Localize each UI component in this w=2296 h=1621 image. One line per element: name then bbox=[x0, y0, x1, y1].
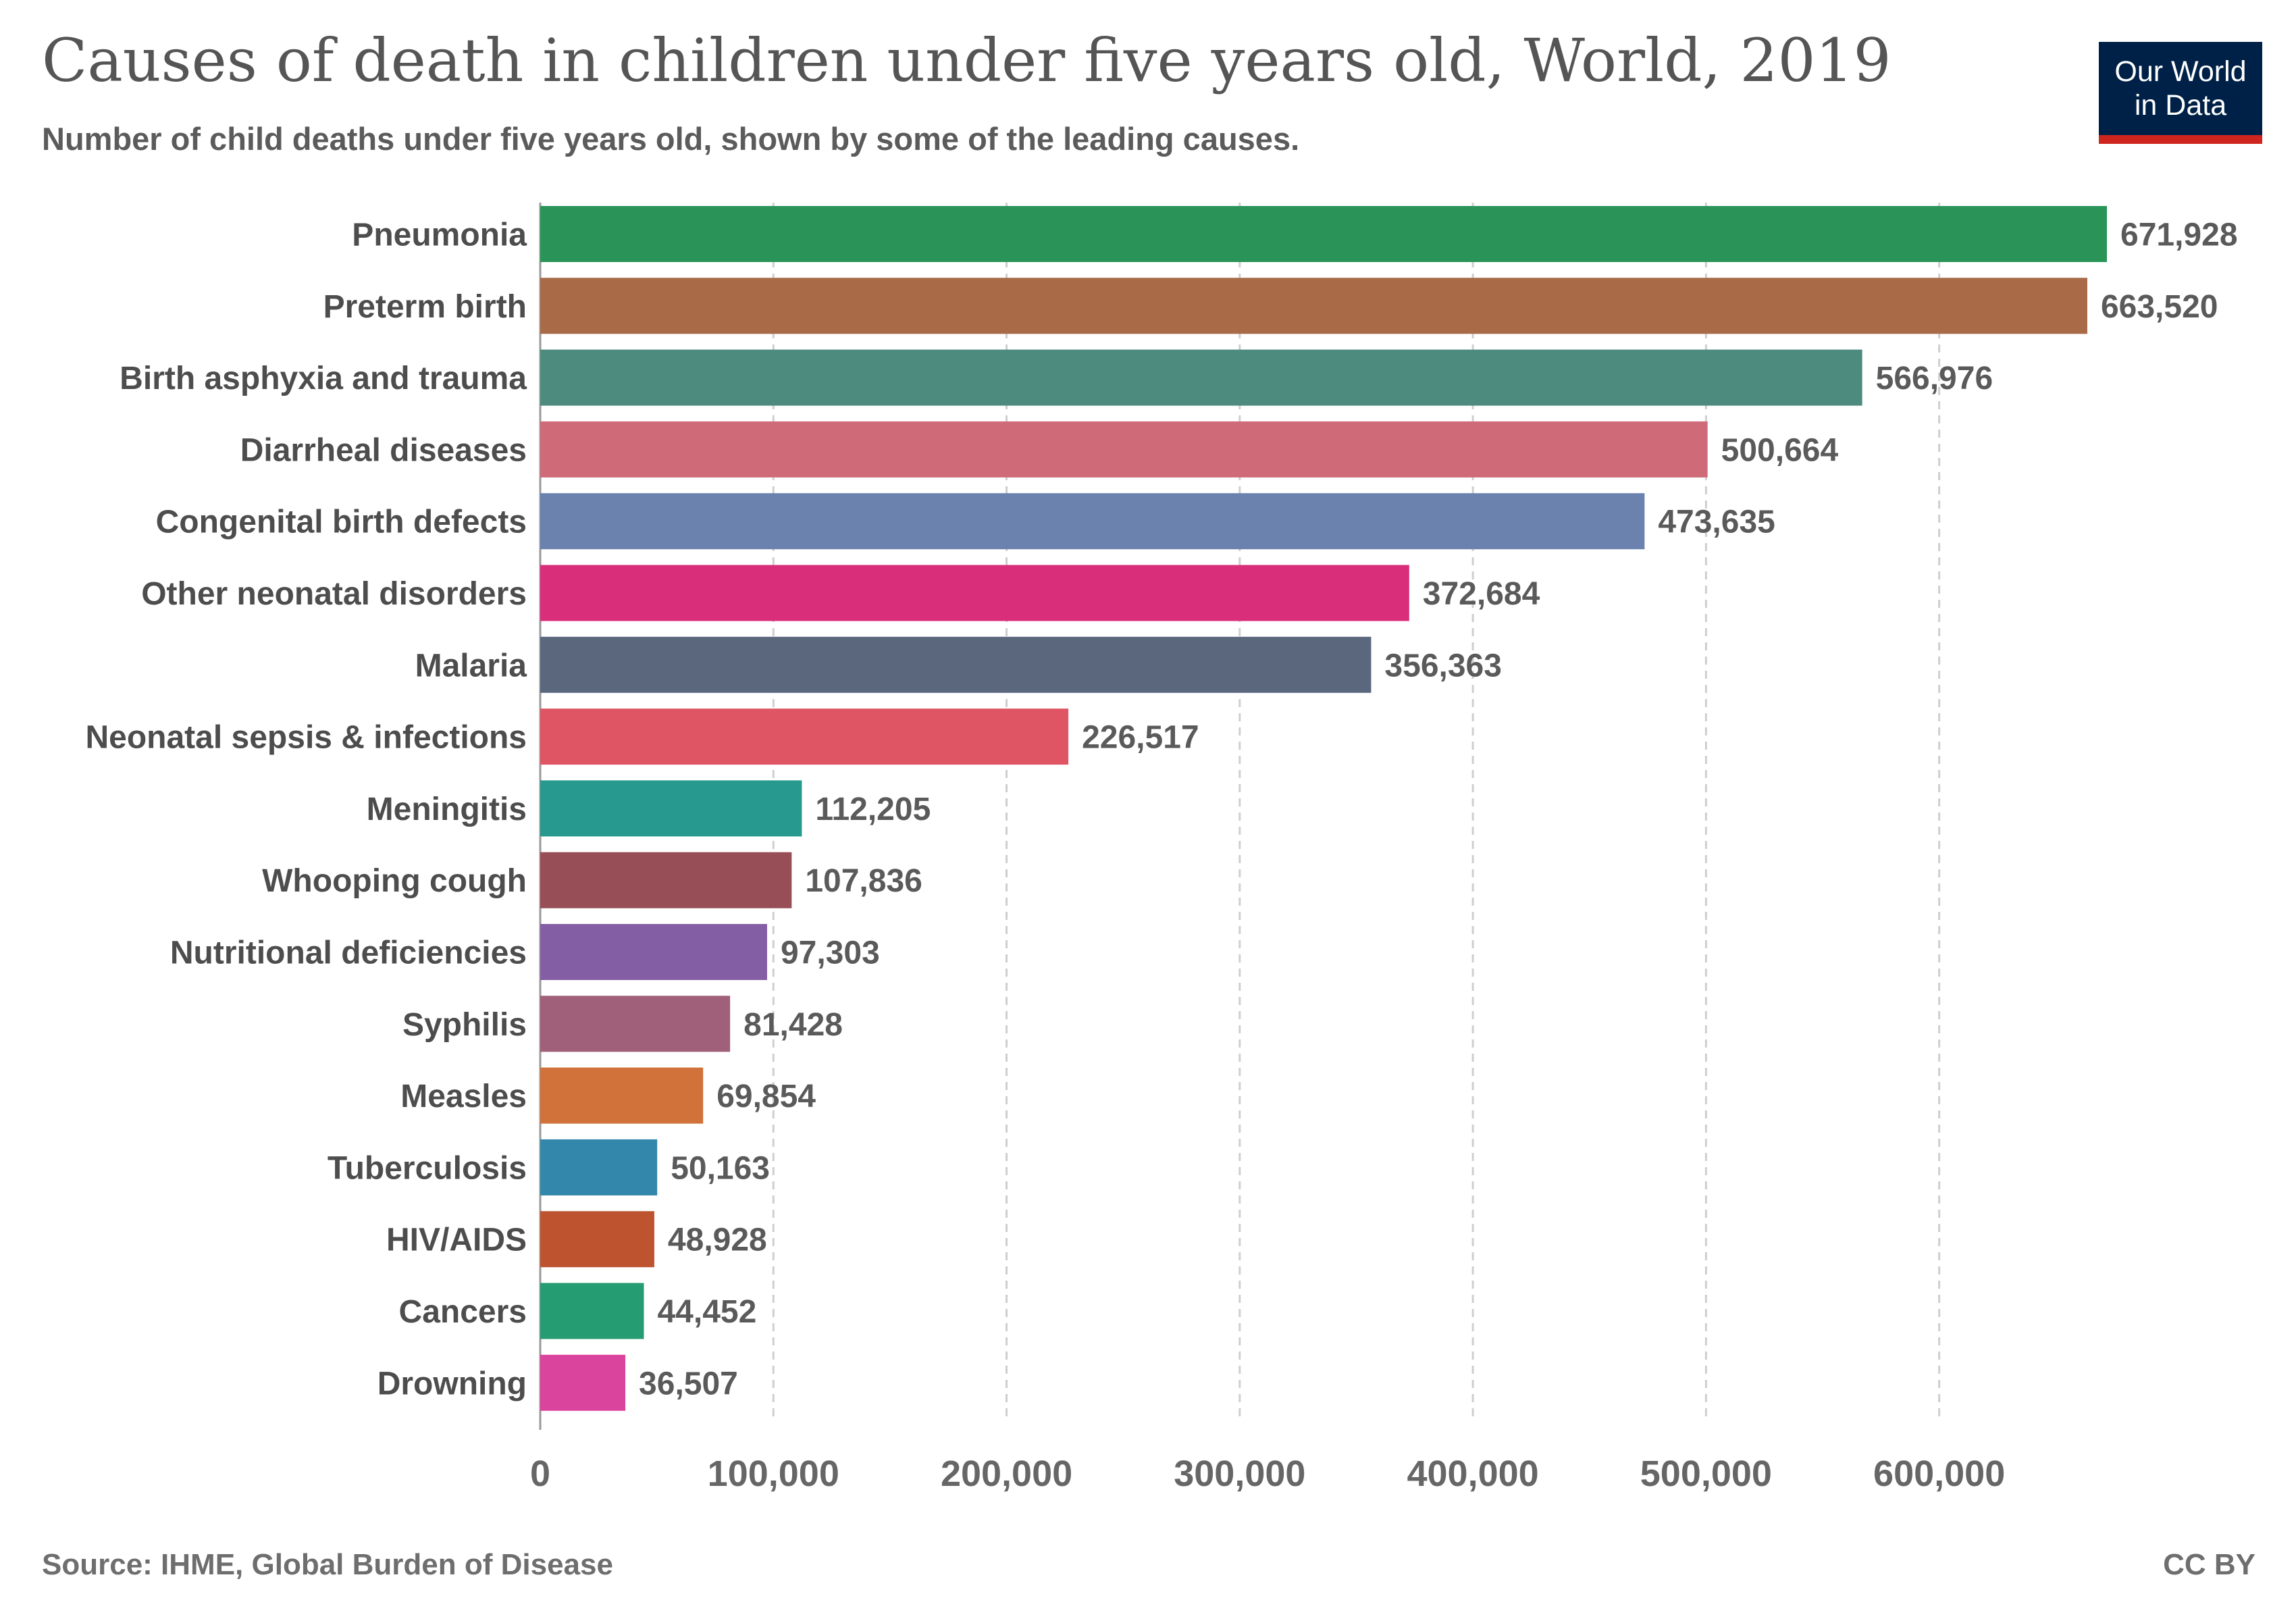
category-label: Syphilis bbox=[402, 1007, 527, 1043]
category-label: Pneumonia bbox=[352, 217, 527, 253]
category-label: Diarrheal diseases bbox=[240, 432, 527, 468]
value-label: 356,363 bbox=[1384, 648, 1502, 684]
category-label: Meningitis bbox=[367, 792, 527, 827]
value-label: 500,664 bbox=[1721, 432, 1839, 468]
value-label: 107,836 bbox=[805, 863, 922, 899]
x-tick-label: 0 bbox=[530, 1453, 550, 1494]
bar bbox=[540, 996, 731, 1052]
category-label: Birth asphyxia and trauma bbox=[120, 361, 527, 396]
bar bbox=[540, 1354, 626, 1411]
bar bbox=[540, 780, 802, 837]
value-label: 226,517 bbox=[1082, 720, 1199, 756]
category-label: Congenital birth defects bbox=[156, 505, 527, 540]
category-label: Malaria bbox=[415, 648, 527, 684]
value-label: 372,684 bbox=[1423, 576, 1540, 612]
value-label: 112,205 bbox=[815, 792, 931, 827]
logo-line-1: Our World bbox=[2114, 55, 2247, 88]
category-label: Measles bbox=[400, 1079, 527, 1114]
bar bbox=[540, 636, 1372, 693]
category-label: Neonatal sepsis & infections bbox=[85, 720, 527, 756]
value-label: 48,928 bbox=[668, 1223, 767, 1258]
bar bbox=[540, 1139, 658, 1195]
value-label: 50,163 bbox=[671, 1150, 770, 1186]
x-tick-label: 400,000 bbox=[1407, 1453, 1538, 1494]
bar bbox=[540, 1283, 644, 1339]
source-note[interactable]: Source: IHME, Global Burden of Disease bbox=[42, 1548, 613, 1581]
our-world-in-data-logo[interactable]: Our World in Data bbox=[2099, 42, 2262, 144]
value-label: 36,507 bbox=[639, 1366, 738, 1401]
bar bbox=[540, 421, 1708, 478]
x-tick-label: 500,000 bbox=[1640, 1453, 1772, 1494]
logo-line-2: in Data bbox=[2134, 89, 2227, 122]
value-label: 97,303 bbox=[781, 935, 880, 971]
bar bbox=[540, 709, 1069, 765]
value-label: 81,428 bbox=[743, 1007, 843, 1043]
bar bbox=[540, 565, 1409, 621]
chart-title: Causes of death in children under five y… bbox=[42, 26, 1891, 95]
bar bbox=[540, 1211, 654, 1268]
bars bbox=[540, 206, 2107, 1411]
category-label: Preterm birth bbox=[323, 289, 527, 325]
bar bbox=[540, 924, 767, 980]
value-label: 44,452 bbox=[657, 1294, 756, 1330]
x-tick-label: 600,000 bbox=[1873, 1453, 2005, 1494]
bar bbox=[540, 852, 792, 908]
bar bbox=[540, 278, 2087, 334]
category-label: Cancers bbox=[399, 1294, 527, 1330]
category-label: HIV/AIDS bbox=[386, 1223, 527, 1258]
value-label: 473,635 bbox=[1658, 505, 1775, 540]
x-tick-label: 200,000 bbox=[941, 1453, 1072, 1494]
labels: 0 100,000 200,000 300,000 400,000 500,000 600,… bbox=[85, 217, 2237, 1495]
license-link[interactable]: CC BY bbox=[2163, 1548, 2255, 1581]
bar bbox=[540, 206, 2107, 262]
chart-subtitle: Number of child deaths under five years … bbox=[42, 121, 1300, 157]
category-label: Other neonatal disorders bbox=[141, 576, 527, 612]
category-label: Whooping cough bbox=[262, 863, 527, 899]
category-label: Drowning bbox=[377, 1366, 527, 1401]
bar bbox=[540, 1067, 704, 1124]
value-label: 69,854 bbox=[716, 1079, 816, 1114]
bar bbox=[540, 349, 1862, 406]
value-label: 663,520 bbox=[2101, 289, 2218, 325]
value-label: 671,928 bbox=[2120, 217, 2238, 253]
category-label: Tuberculosis bbox=[328, 1150, 527, 1186]
x-tick-label: 300,000 bbox=[1174, 1453, 1305, 1494]
category-label: Nutritional deficiencies bbox=[170, 935, 527, 971]
bar bbox=[540, 493, 1645, 550]
x-tick-label: 100,000 bbox=[708, 1453, 839, 1494]
value-label: 566,976 bbox=[1876, 361, 1993, 396]
